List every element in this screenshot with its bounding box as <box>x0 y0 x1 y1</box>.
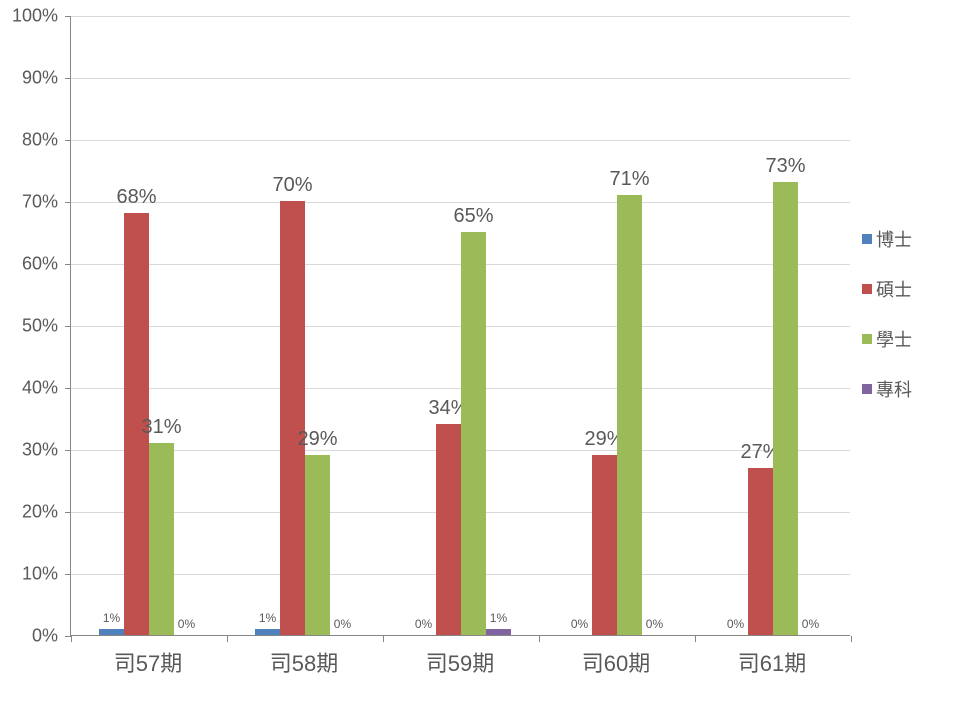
bar <box>305 455 330 635</box>
data-label: 70% <box>273 174 313 197</box>
gridline <box>71 140 850 141</box>
x-tick-mark <box>227 636 228 642</box>
data-label: 0% <box>802 617 819 631</box>
data-label: 0% <box>334 617 351 631</box>
y-tick-label: 40% <box>0 378 58 399</box>
y-tick-label: 70% <box>0 192 58 213</box>
y-tick-mark <box>65 264 71 265</box>
x-tick-mark <box>71 636 72 642</box>
bar <box>461 232 486 635</box>
y-tick-mark <box>65 202 71 203</box>
y-tick-mark <box>65 388 71 389</box>
data-label: 0% <box>727 617 744 631</box>
x-tick-label: 司60期 <box>582 646 650 678</box>
y-tick-label: 20% <box>0 502 58 523</box>
y-tick-mark <box>65 140 71 141</box>
bar <box>436 424 461 635</box>
x-tick-mark <box>539 636 540 642</box>
y-tick-mark <box>65 512 71 513</box>
data-label: 68% <box>117 186 157 209</box>
y-tick-mark <box>65 16 71 17</box>
y-tick-label: 100% <box>0 6 58 27</box>
y-tick-label: 60% <box>0 254 58 275</box>
y-tick-label: 30% <box>0 440 58 461</box>
y-tick-label: 10% <box>0 564 58 585</box>
x-tick-label: 司58期 <box>270 646 338 678</box>
x-tick-label: 司61期 <box>738 646 806 678</box>
x-tick-mark <box>851 636 852 642</box>
legend-item: 專科 <box>862 376 912 402</box>
data-label: 65% <box>453 205 493 228</box>
bar <box>592 455 617 635</box>
data-label: 0% <box>646 617 663 631</box>
data-label: 0% <box>415 617 432 631</box>
bar <box>280 201 305 635</box>
legend-swatch <box>862 384 872 394</box>
data-label: 0% <box>571 617 588 631</box>
chart-container: 1%1%0%0%0%68%70%34%29%27%31%29%65%71%73%… <box>0 0 960 720</box>
data-label: 1% <box>103 611 120 625</box>
y-tick-mark <box>65 574 71 575</box>
data-label: 71% <box>609 168 649 191</box>
bar <box>748 468 773 635</box>
plot-area: 1%1%0%0%0%68%70%34%29%27%31%29%65%71%73%… <box>70 16 850 636</box>
y-tick-label: 90% <box>0 68 58 89</box>
bar <box>486 629 511 635</box>
legend-swatch <box>862 234 872 244</box>
data-label: 31% <box>141 416 181 439</box>
y-tick-label: 80% <box>0 130 58 151</box>
legend: 博士碩士學士專科 <box>862 226 912 426</box>
y-tick-label: 0% <box>0 626 58 647</box>
y-tick-label: 50% <box>0 316 58 337</box>
data-label: 1% <box>259 611 276 625</box>
legend-item: 博士 <box>862 226 912 252</box>
y-tick-mark <box>65 78 71 79</box>
data-label: 1% <box>490 611 507 625</box>
legend-swatch <box>862 284 872 294</box>
legend-item: 碩士 <box>862 276 912 302</box>
gridline <box>71 78 850 79</box>
gridline <box>71 16 850 17</box>
legend-label: 學士 <box>876 326 912 352</box>
data-label: 29% <box>297 428 337 451</box>
bar <box>99 629 124 635</box>
data-label: 73% <box>765 155 805 178</box>
legend-label: 專科 <box>876 376 912 402</box>
legend-label: 博士 <box>876 226 912 252</box>
bar <box>255 629 280 635</box>
legend-item: 學士 <box>862 326 912 352</box>
x-tick-label: 司57期 <box>114 646 182 678</box>
legend-label: 碩士 <box>876 276 912 302</box>
legend-swatch <box>862 334 872 344</box>
data-label: 0% <box>178 617 195 631</box>
y-tick-mark <box>65 450 71 451</box>
bar <box>149 443 174 635</box>
y-tick-mark <box>65 326 71 327</box>
x-tick-label: 司59期 <box>426 646 494 678</box>
x-tick-mark <box>695 636 696 642</box>
bar <box>773 182 798 635</box>
gridline <box>71 202 850 203</box>
bar <box>617 195 642 635</box>
x-tick-mark <box>383 636 384 642</box>
